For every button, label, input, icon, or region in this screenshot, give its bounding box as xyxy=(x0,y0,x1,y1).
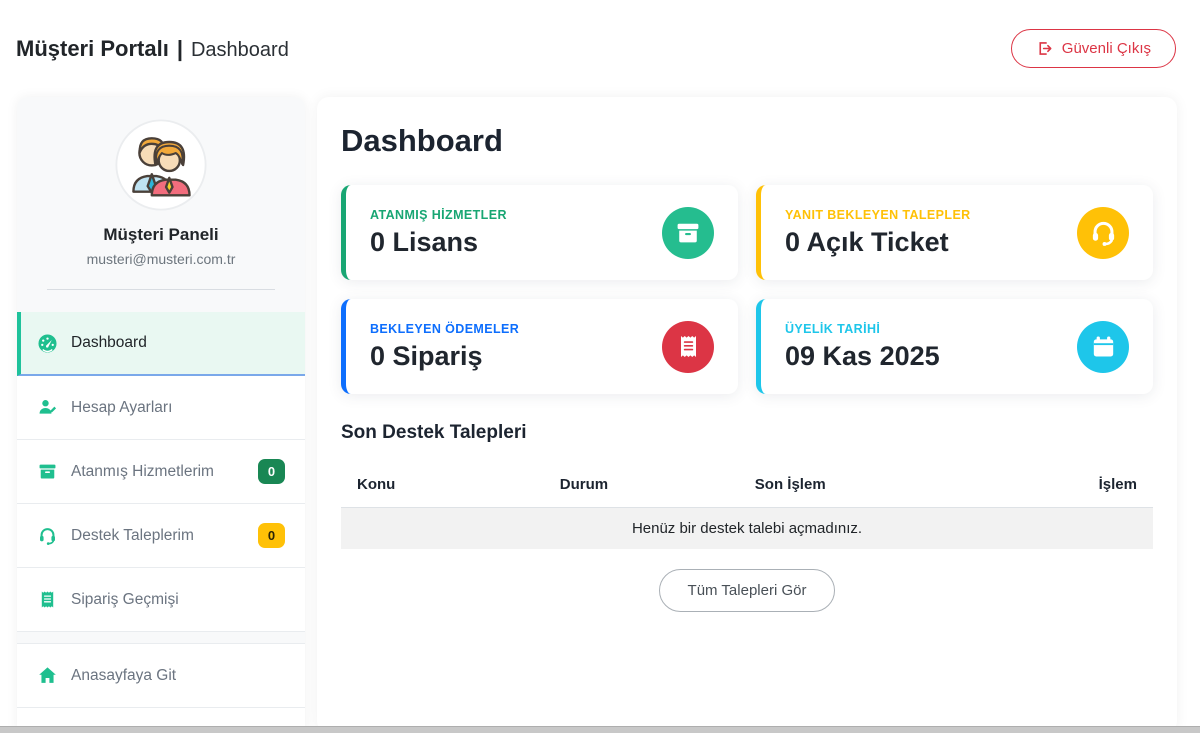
sidebar-item-label: Anasayfaya Git xyxy=(71,666,177,684)
sidebar-item-assigned-services[interactable]: Atanmış Hizmetlerim 0 xyxy=(17,440,305,504)
stat-value: 0 Sipariş xyxy=(370,340,483,371)
profile-divider xyxy=(47,289,275,290)
stat-label: ATANMIŞ HİZMETLER xyxy=(370,207,507,222)
column-status: Durum xyxy=(559,476,609,493)
page-title: Müşteri Portalı | Dashboard xyxy=(16,36,289,62)
sidebar-item-label: Hesap Ayarları xyxy=(71,398,173,416)
sidebar: Müşteri Paneli musteri@musteri.com.tr xyxy=(17,97,305,733)
person-edit-icon xyxy=(37,398,57,418)
sidebar-item-order-history[interactable]: Sipariş Geçmişi xyxy=(17,568,305,632)
stat-card-assigned-services: ATANMIŞ HİZMETLER 0 Lisans xyxy=(341,185,738,280)
tickets-table-header: Konu Durum Son İşlem İşlem xyxy=(341,468,1153,508)
column-last-action: Son İşlem xyxy=(754,476,826,493)
title-separator: | xyxy=(176,35,183,61)
receipt-icon xyxy=(37,590,57,610)
stat-label: BEKLEYEN ÖDEMELER xyxy=(370,321,520,336)
sidebar-item-label: Sipariş Geçmişi xyxy=(71,590,179,608)
stat-value: 0 Açık Ticket xyxy=(785,226,949,257)
profile-block: Müşteri Paneli musteri@musteri.com.tr xyxy=(17,97,305,312)
box-icon xyxy=(662,206,714,259)
receipt-icon xyxy=(662,320,714,373)
logout-button[interactable]: Güvenli Çıkış xyxy=(1010,29,1176,68)
home-icon xyxy=(37,666,57,686)
stat-label: ÜYELİK TARİHİ xyxy=(785,321,881,336)
header: Müşteri Portalı | Dashboard Güvenli Çıkı… xyxy=(0,0,1200,97)
main-panel: Dashboard ATANMIŞ HİZMETLER 0 Lisans xyxy=(317,97,1177,733)
sidebar-item-dashboard[interactable]: Dashboard xyxy=(17,312,305,376)
archive-box-icon xyxy=(37,462,57,482)
couple-avatar xyxy=(115,119,207,211)
profile-email: musteri@musteri.com.tr xyxy=(86,251,236,267)
current-page-name: Dashboard xyxy=(190,38,289,61)
view-all-tickets-button[interactable]: Tüm Talepleri Gör xyxy=(658,569,836,612)
stat-value: 09 Kas 2025 xyxy=(785,340,940,371)
sidebar-item-label: Atanmış Hizmetlerim xyxy=(71,462,214,480)
profile-name: Müşteri Paneli xyxy=(103,225,219,244)
menu-divider xyxy=(17,632,305,644)
stat-card-pending-payments: BEKLEYEN ÖDEMELER 0 Sipariş xyxy=(341,299,738,394)
tickets-table: Konu Durum Son İşlem İşlem Henüz bir des… xyxy=(341,468,1153,549)
dashboard-heading: Dashboard xyxy=(341,123,503,158)
sidebar-item-label: Destek Taleplerim xyxy=(71,526,194,544)
sign-out-icon xyxy=(1036,40,1053,57)
logout-label: Güvenli Çıkış xyxy=(1061,40,1151,57)
stat-cards: ATANMIŞ HİZMETLER 0 Lisans YANIT BEKLEYE… xyxy=(341,185,1153,394)
brand-title: Müşteri Portalı xyxy=(16,35,169,61)
stat-card-open-tickets: YANIT BEKLEYEN TALEPLER 0 Açık Ticket xyxy=(756,185,1153,280)
horizontal-scrollbar[interactable] xyxy=(0,726,1200,733)
headset-icon xyxy=(1077,206,1129,259)
column-action: İşlem xyxy=(1098,476,1137,493)
stat-label: YANIT BEKLEYEN TALEPLER xyxy=(785,207,971,222)
support-tickets-badge: 0 xyxy=(258,523,285,548)
calendar-icon xyxy=(1077,320,1129,373)
sidebar-menu: Dashboard Hesap Ayarları xyxy=(17,312,305,708)
stat-value: 0 Lisans xyxy=(370,226,479,257)
stat-card-membership-date: ÜYELİK TARİHİ 09 Kas 2025 xyxy=(756,299,1153,394)
sidebar-item-go-home[interactable]: Anasayfaya Git xyxy=(17,644,305,708)
view-all-wrap: Tüm Talepleri Gör xyxy=(341,569,1153,612)
empty-state-message: Henüz bir destek talebi açmadınız. xyxy=(341,508,1153,549)
assigned-services-badge: 0 xyxy=(258,459,285,484)
content-area: Müşteri Paneli musteri@musteri.com.tr xyxy=(0,97,1200,733)
sidebar-item-support-tickets[interactable]: Destek Taleplerim 0 xyxy=(17,504,305,568)
speedometer-icon xyxy=(37,333,57,353)
column-subject: Konu xyxy=(357,476,396,493)
sidebar-item-label: Dashboard xyxy=(71,334,147,351)
recent-tickets-heading: Son Destek Talepleri xyxy=(341,422,527,443)
sidebar-item-account-settings[interactable]: Hesap Ayarları xyxy=(17,376,305,440)
headset-icon xyxy=(37,526,57,546)
